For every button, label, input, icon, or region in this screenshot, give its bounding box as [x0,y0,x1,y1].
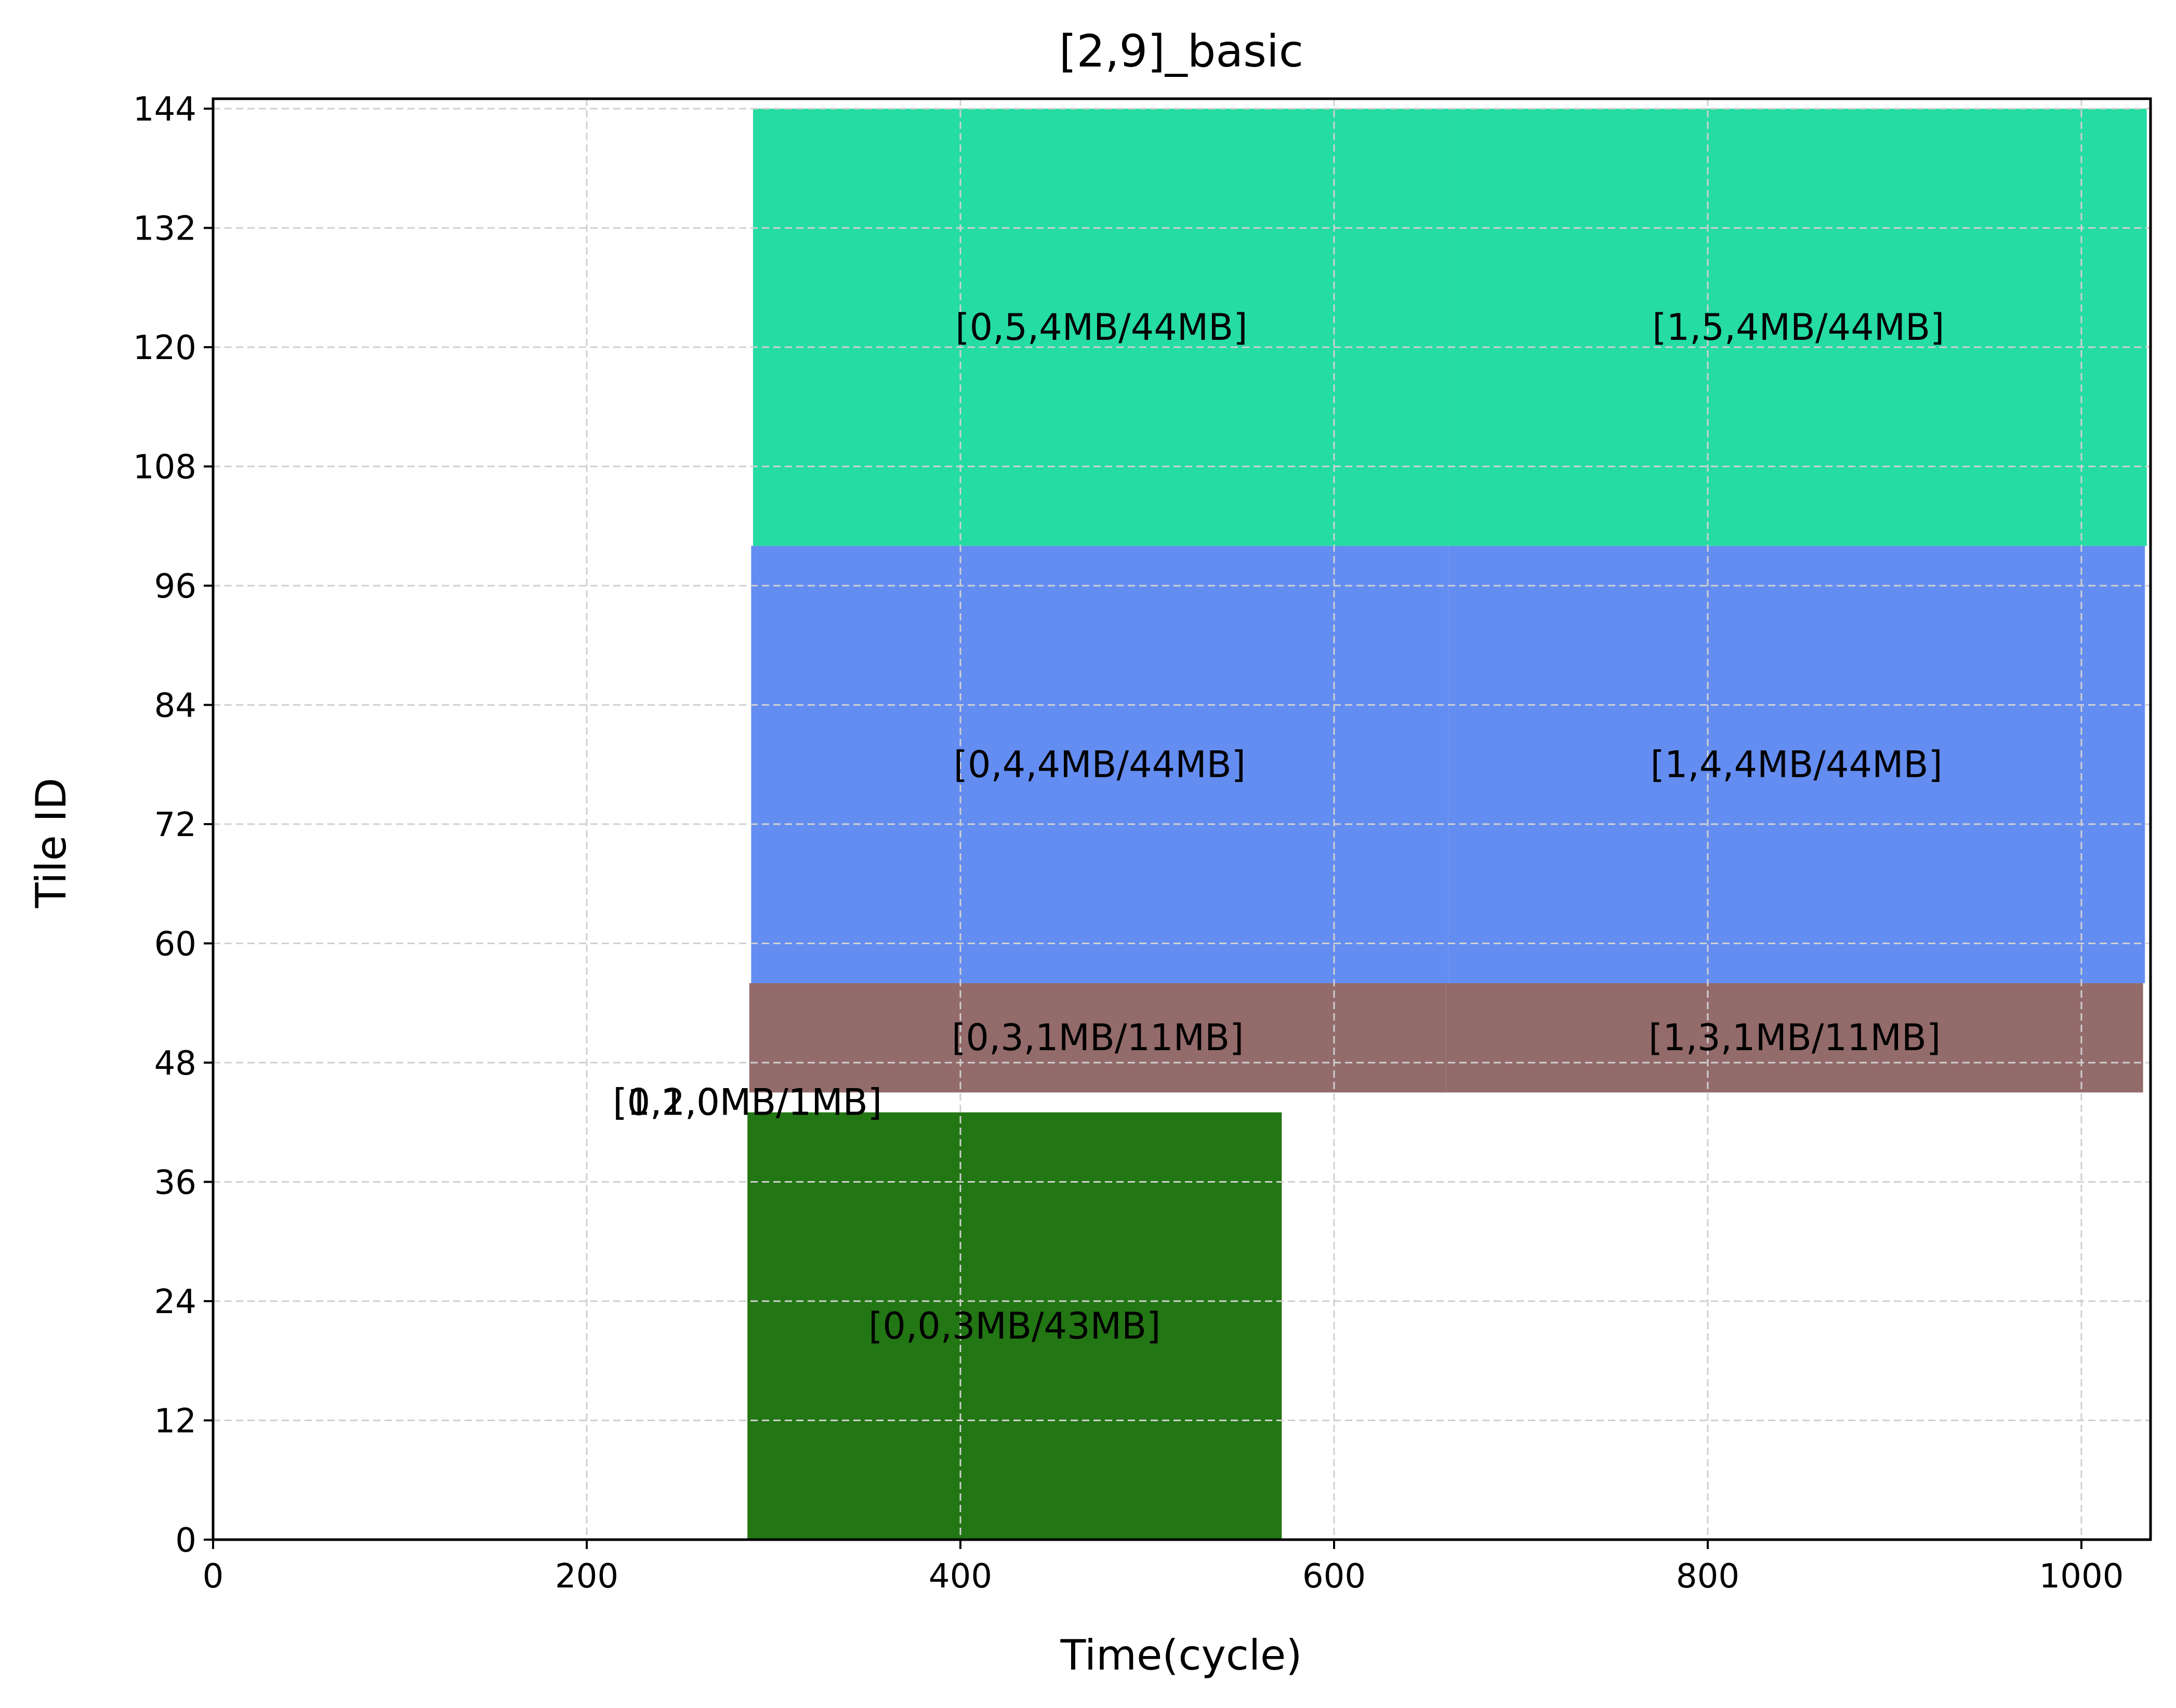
x-tick-label: 200 [555,1557,618,1596]
y-tick-label: 36 [154,1164,196,1202]
chart-title: [2,9]_basic [1059,25,1303,77]
y-tick-label: 12 [154,1402,196,1441]
bar-label-4: [1,2,0MB/1MB] [613,1081,882,1124]
y-tick-label: 144 [133,90,196,129]
bar-label-6: [1,3,1MB/11MB] [1649,1016,1941,1059]
bar-7 [751,546,1448,984]
x-tick-label: 0 [203,1557,224,1596]
y-tick-label: 0 [175,1521,196,1560]
x-tick-label: 600 [1302,1557,1366,1596]
bar-6 [1446,983,2143,1093]
y-tick-label: 120 [133,329,196,367]
bar-label-7: [0,4,4MB/44MB] [954,743,1246,786]
bar-label-8: [1,4,4MB/44MB] [1651,743,1943,786]
bar-label-1: [0,1,0MB/1MB] [613,1081,882,1124]
y-tick-label: 96 [154,567,196,606]
plot-frame [212,97,2152,1541]
y-tick-label: 60 [154,925,196,964]
bar-5 [749,983,1446,1093]
bar-label-10: [1,5,4MB/44MB] [1652,306,1944,349]
x-axis-label: Time(cycle) [1060,1631,1302,1679]
bar-label-9: [0,5,4MB/44MB] [955,306,1247,349]
y-tick-label: 132 [133,210,196,248]
y-tick-label: 108 [133,448,196,487]
bar-label-2: [0,2,0MB/1MB] [613,1081,882,1124]
bar-label-0: [0,0,3MB/43MB] [868,1305,1160,1347]
bar-label-3: [1,1,0MB/1MB] [613,1081,882,1124]
bar-10 [1449,109,2147,546]
y-axis-label: Tile ID [27,778,75,909]
y-tick-label: 84 [154,687,196,725]
y-axis-ticks: 0 12 24 36 48 60 72 84 96 108 120 132 144 [133,90,213,1560]
bar-label-5: [0,3,1MB/11MB] [952,1016,1244,1059]
bar-0 [747,1112,1282,1540]
x-tick-label: 400 [929,1557,992,1596]
y-tick-label: 24 [154,1283,196,1321]
x-axis-ticks: 0 200 400 600 800 1000 [203,1540,2124,1596]
grid [213,99,2151,1540]
y-tick-label: 72 [154,806,196,844]
x-tick-label: 800 [1676,1557,1739,1596]
bar-8 [1448,546,2145,984]
x-tick-label: 1000 [2039,1557,2124,1596]
bars [747,109,2147,1540]
bar-labels: [0,0,3MB/43MB] [0,1,0MB/1MB][0,2,0MB/1MB]… [613,306,1944,1347]
y-tick-label: 48 [154,1044,196,1083]
